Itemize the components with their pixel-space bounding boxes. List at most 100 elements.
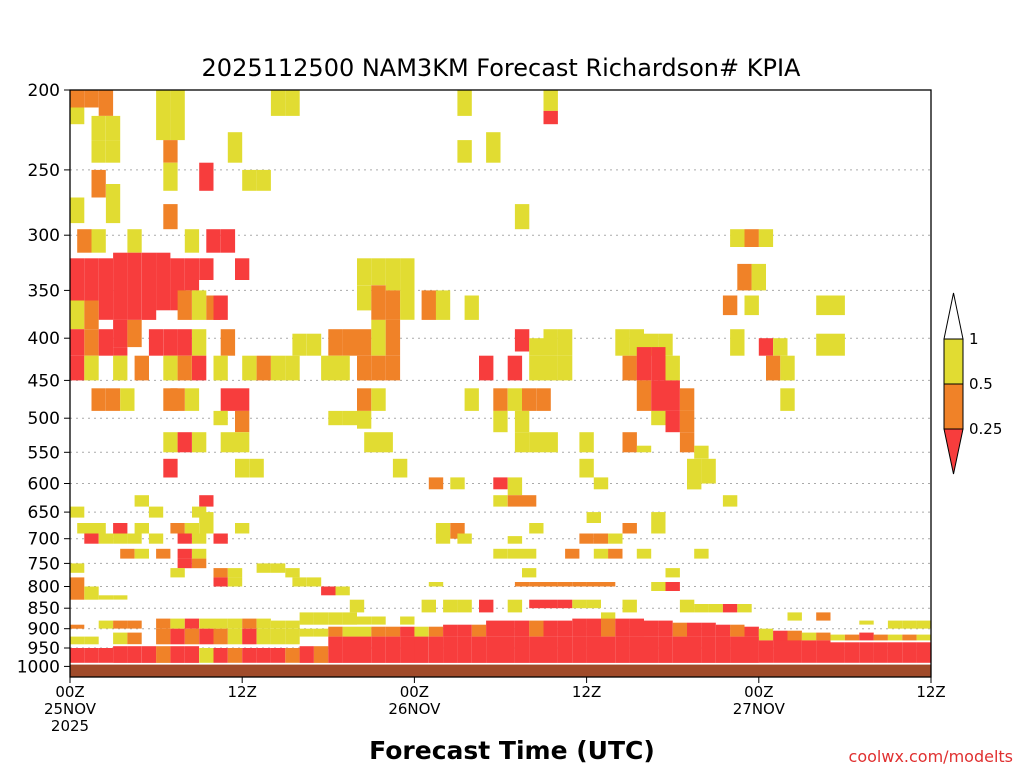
- data-cell: [242, 618, 257, 629]
- data-cell: [665, 410, 680, 433]
- data-cell: [902, 634, 917, 641]
- data-cell: [730, 636, 745, 663]
- data-cell: [141, 646, 157, 663]
- data-cell: [701, 458, 716, 484]
- data-cell: [256, 355, 271, 381]
- data-cell: [84, 586, 99, 600]
- data-cell: [371, 636, 386, 663]
- data-cell: [84, 355, 99, 381]
- data-cell: [357, 329, 372, 356]
- data-cell: [285, 90, 300, 116]
- data-cell: [816, 333, 831, 356]
- data-cell: [213, 533, 228, 544]
- data-cell: [479, 355, 494, 381]
- data-cell: [91, 388, 106, 411]
- x-tick-label: 00Z: [744, 683, 773, 701]
- data-cell: [213, 355, 228, 381]
- data-cell: [479, 599, 494, 613]
- data-cell: [658, 636, 673, 663]
- data-cell: [335, 586, 350, 596]
- data-cell: [227, 618, 243, 629]
- data-cell: [529, 599, 544, 609]
- legend-label: 0.25: [969, 420, 1002, 438]
- data-cell: [148, 533, 164, 544]
- data-cell: [371, 616, 386, 625]
- data-cell: [105, 115, 121, 141]
- data-cell: [113, 252, 128, 320]
- data-cell: [773, 640, 788, 663]
- data-cell: [730, 229, 745, 247]
- data-cell: [163, 458, 178, 478]
- data-cell: [184, 258, 200, 291]
- data-cell: [830, 333, 845, 356]
- data-cell: [572, 582, 587, 587]
- y-tick-label: 700: [28, 530, 60, 550]
- data-cell: [428, 582, 444, 587]
- data-cell: [91, 169, 106, 198]
- data-cell: [443, 624, 458, 637]
- data-cell: [787, 612, 802, 621]
- data-cell: [529, 620, 544, 637]
- data-cell: [543, 110, 558, 125]
- data-cell: [220, 388, 236, 411]
- data-cell: [636, 445, 652, 453]
- data-cell: [722, 495, 738, 507]
- data-cell: [586, 599, 601, 609]
- data-cell: [701, 636, 716, 663]
- y-tick-label: 750: [28, 554, 60, 574]
- data-cell: [213, 648, 228, 663]
- data-cell: [400, 626, 415, 637]
- data-cell: [357, 355, 372, 381]
- data-cell: [543, 620, 558, 637]
- data-cell: [622, 432, 637, 453]
- legend: 1 0.5 0.25: [943, 292, 1002, 475]
- data-cell: [457, 90, 472, 116]
- data-cell: [357, 410, 372, 429]
- data-cell: [529, 432, 544, 453]
- data-cell: [687, 483, 702, 490]
- data-cell: [170, 388, 185, 411]
- data-cell: [816, 640, 831, 663]
- data-cell: [134, 548, 149, 559]
- data-cell: [873, 634, 888, 641]
- data-cell: [522, 568, 537, 578]
- y-tick-label: 950: [28, 639, 60, 659]
- data-cell: [579, 432, 594, 453]
- data-cell: [672, 636, 688, 663]
- data-cell: [665, 582, 680, 591]
- data-cell: [227, 648, 243, 663]
- data-cell: [457, 140, 472, 163]
- data-cell: [192, 548, 207, 559]
- data-cell: [651, 380, 666, 411]
- data-cell: [91, 140, 106, 163]
- data-cell: [902, 620, 917, 629]
- data-cell: [830, 295, 845, 316]
- data-cell: [192, 355, 207, 381]
- data-cell: [70, 506, 85, 518]
- data-cell: [84, 636, 99, 645]
- data-cell: [507, 599, 523, 613]
- data-cell: [84, 90, 99, 108]
- data-cell: [873, 642, 888, 663]
- data-cell: [744, 626, 759, 637]
- data-cell: [220, 229, 236, 253]
- data-cell: [371, 388, 386, 411]
- data-cell: [385, 290, 401, 320]
- data-cell: [730, 624, 745, 637]
- data-cell: [486, 636, 501, 663]
- data-cell: [328, 410, 343, 426]
- x-tick-label: 26NOV: [388, 700, 441, 718]
- data-cell: [780, 388, 795, 411]
- data-cell: [170, 90, 185, 141]
- y-tick-label: 350: [28, 281, 60, 301]
- data-cell: [507, 388, 523, 411]
- data-cell: [816, 632, 831, 641]
- data-cell: [579, 458, 594, 478]
- data-cell: [694, 445, 709, 459]
- x-tick-label: 12Z: [916, 683, 945, 701]
- data-cell: [156, 646, 171, 663]
- data-cell: [371, 285, 386, 320]
- data-cell: [679, 388, 695, 411]
- data-cell: [235, 410, 250, 433]
